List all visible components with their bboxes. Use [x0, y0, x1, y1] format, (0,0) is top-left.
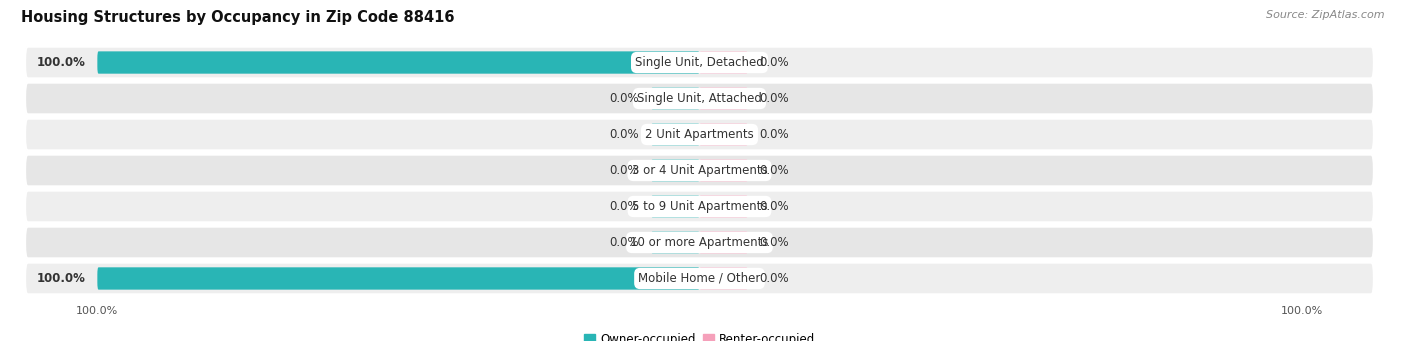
FancyBboxPatch shape: [700, 231, 748, 254]
FancyBboxPatch shape: [25, 155, 1374, 186]
Text: 2 Unit Apartments: 2 Unit Apartments: [645, 128, 754, 141]
Text: 0.0%: 0.0%: [610, 128, 640, 141]
Text: Housing Structures by Occupancy in Zip Code 88416: Housing Structures by Occupancy in Zip C…: [21, 10, 454, 25]
Text: 0.0%: 0.0%: [759, 128, 789, 141]
Legend: Owner-occupied, Renter-occupied: Owner-occupied, Renter-occupied: [579, 329, 820, 341]
Text: Source: ZipAtlas.com: Source: ZipAtlas.com: [1267, 10, 1385, 20]
FancyBboxPatch shape: [97, 51, 700, 74]
FancyBboxPatch shape: [25, 227, 1374, 258]
Text: 5 to 9 Unit Apartments: 5 to 9 Unit Apartments: [631, 200, 768, 213]
Text: 0.0%: 0.0%: [610, 236, 640, 249]
FancyBboxPatch shape: [700, 267, 748, 290]
FancyBboxPatch shape: [25, 47, 1374, 78]
Text: Single Unit, Attached: Single Unit, Attached: [637, 92, 762, 105]
FancyBboxPatch shape: [25, 191, 1374, 222]
FancyBboxPatch shape: [651, 195, 700, 218]
Text: 0.0%: 0.0%: [759, 272, 789, 285]
FancyBboxPatch shape: [651, 123, 700, 146]
FancyBboxPatch shape: [700, 195, 748, 218]
FancyBboxPatch shape: [700, 159, 748, 182]
FancyBboxPatch shape: [651, 87, 700, 110]
Text: 0.0%: 0.0%: [759, 92, 789, 105]
FancyBboxPatch shape: [700, 87, 748, 110]
Text: 0.0%: 0.0%: [610, 92, 640, 105]
FancyBboxPatch shape: [651, 231, 700, 254]
Text: Mobile Home / Other: Mobile Home / Other: [638, 272, 761, 285]
FancyBboxPatch shape: [25, 119, 1374, 150]
Text: 3 or 4 Unit Apartments: 3 or 4 Unit Apartments: [631, 164, 768, 177]
FancyBboxPatch shape: [651, 159, 700, 182]
Text: 0.0%: 0.0%: [759, 164, 789, 177]
Text: 100.0%: 100.0%: [37, 56, 86, 69]
FancyBboxPatch shape: [97, 267, 700, 290]
Text: 0.0%: 0.0%: [759, 56, 789, 69]
FancyBboxPatch shape: [700, 51, 748, 74]
Text: 0.0%: 0.0%: [610, 200, 640, 213]
Text: 10 or more Apartments: 10 or more Apartments: [630, 236, 769, 249]
Text: Single Unit, Detached: Single Unit, Detached: [636, 56, 763, 69]
Text: 0.0%: 0.0%: [759, 200, 789, 213]
Text: 100.0%: 100.0%: [37, 272, 86, 285]
FancyBboxPatch shape: [25, 83, 1374, 114]
FancyBboxPatch shape: [700, 123, 748, 146]
Text: 0.0%: 0.0%: [610, 164, 640, 177]
FancyBboxPatch shape: [25, 263, 1374, 294]
Text: 0.0%: 0.0%: [759, 236, 789, 249]
